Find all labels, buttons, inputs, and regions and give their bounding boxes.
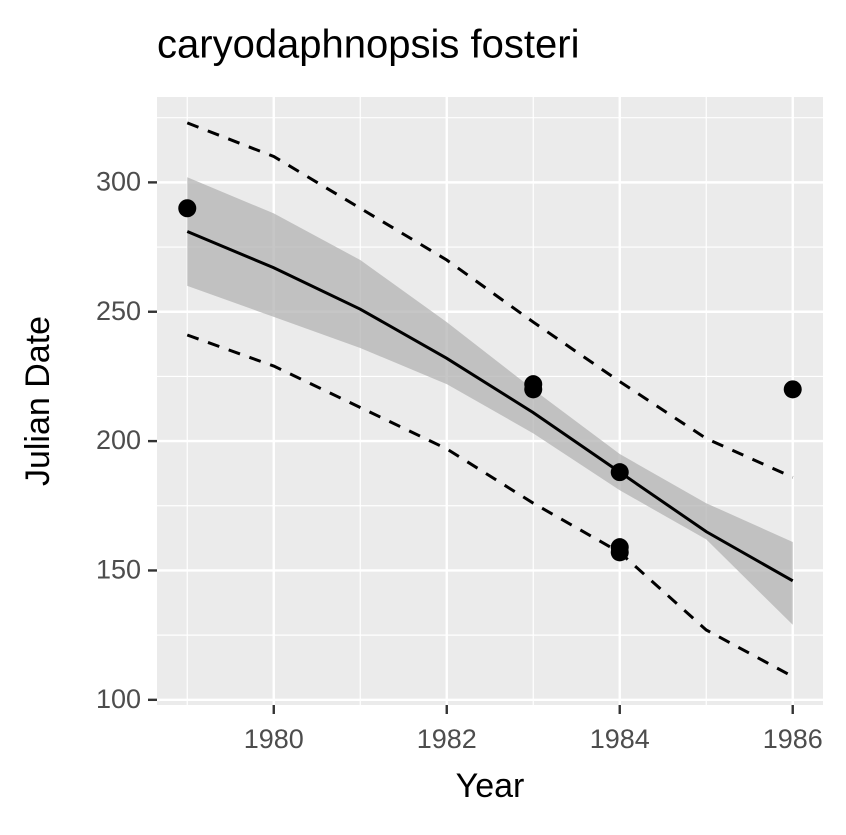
chart-title: caryodaphnopsis fosteri bbox=[157, 23, 579, 67]
y-axis-title: Julian Date bbox=[19, 316, 57, 486]
x-tick-label: 1982 bbox=[417, 724, 477, 754]
y-tick-label: 100 bbox=[96, 684, 141, 714]
x-tick-label: 1980 bbox=[244, 724, 304, 754]
point bbox=[610, 543, 629, 562]
point bbox=[178, 199, 197, 218]
fit-line bbox=[186, 230, 794, 583]
x-tick-label: 1984 bbox=[590, 724, 650, 754]
y-tick-label: 150 bbox=[96, 555, 141, 585]
y-tick-label: 300 bbox=[96, 167, 141, 197]
point bbox=[783, 380, 802, 399]
prediction-lower bbox=[186, 333, 794, 678]
confidence-band bbox=[187, 177, 793, 625]
x-tick-label: 1986 bbox=[763, 724, 823, 754]
x-axis-title: Year bbox=[456, 767, 525, 805]
point bbox=[610, 463, 629, 482]
y-tick-label: 250 bbox=[96, 296, 141, 326]
point bbox=[524, 380, 543, 399]
y-tick-label: 200 bbox=[96, 425, 141, 455]
